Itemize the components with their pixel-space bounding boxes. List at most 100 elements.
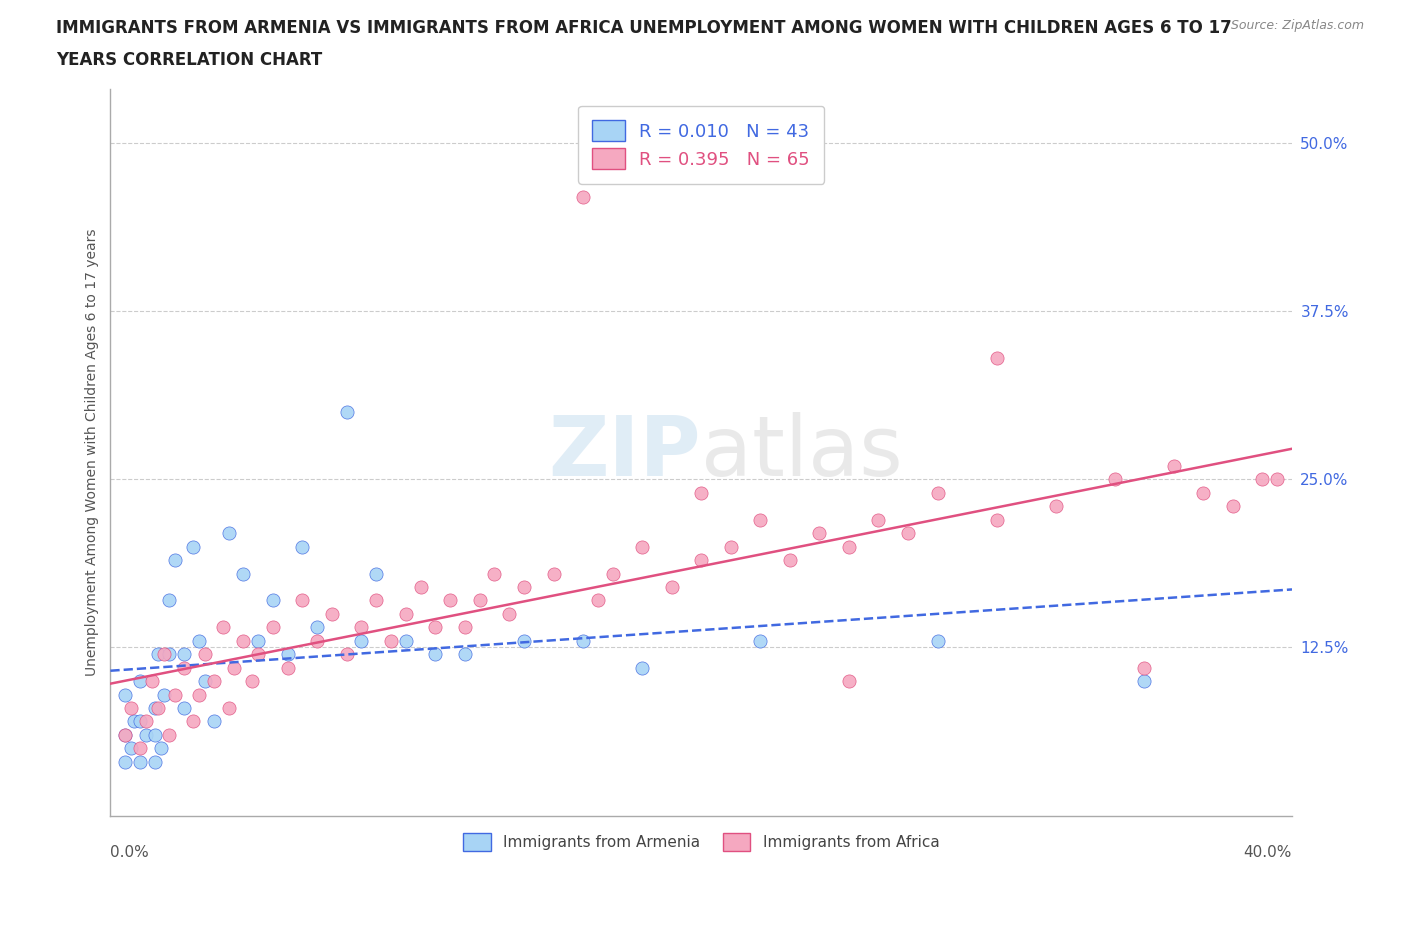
Point (247, 646, 270, 661)
Point (143, 700, 166, 715)
Point (572, 633, 595, 648)
Point (690, 552, 713, 567)
Point (631, 660, 654, 675)
Point (218, 700, 240, 715)
Point (690, 485, 713, 500)
Point (122, 714, 145, 729)
Point (336, 405, 359, 419)
Point (188, 687, 211, 702)
Text: ZIP: ZIP (548, 412, 702, 493)
Point (986, 512, 1008, 527)
Point (927, 633, 949, 648)
Point (350, 633, 373, 648)
Point (129, 673, 152, 688)
Point (152, 687, 174, 702)
Point (513, 579, 536, 594)
Point (380, 633, 402, 648)
Point (350, 620, 373, 635)
Point (232, 566, 254, 581)
Text: 0.0%: 0.0% (111, 844, 149, 859)
Point (202, 714, 225, 729)
Point (120, 741, 142, 756)
Point (631, 539, 654, 554)
Point (129, 714, 152, 729)
Point (218, 525, 240, 540)
Point (120, 700, 142, 715)
Point (232, 633, 254, 648)
Point (146, 700, 169, 715)
Y-axis label: Unemployment Among Women with Children Ages 6 to 17 years: Unemployment Among Women with Children A… (86, 229, 100, 676)
Point (986, 351, 1008, 365)
Point (366, 593, 388, 608)
Point (149, 741, 172, 756)
Point (291, 539, 314, 554)
Point (188, 633, 211, 648)
Point (114, 727, 136, 742)
Point (484, 566, 506, 581)
Point (277, 660, 299, 675)
Point (159, 727, 181, 742)
Point (194, 673, 217, 688)
Point (425, 620, 447, 635)
Point (1104, 472, 1126, 486)
Point (513, 633, 536, 648)
Point (454, 620, 477, 635)
Point (240, 673, 263, 688)
Point (173, 646, 195, 661)
Point (224, 660, 246, 675)
Point (868, 512, 890, 527)
Point (661, 579, 683, 594)
Point (1265, 472, 1288, 486)
Point (454, 646, 477, 661)
Point (572, 190, 595, 205)
Point (395, 633, 418, 648)
Text: Source: ZipAtlas.com: Source: ZipAtlas.com (1230, 19, 1364, 32)
Point (165, 687, 187, 702)
Point (586, 593, 609, 608)
Point (439, 593, 461, 608)
Point (1163, 458, 1185, 473)
Point (307, 633, 329, 648)
Point (129, 754, 152, 769)
Point (143, 754, 166, 769)
Point (1045, 498, 1067, 513)
Point (366, 566, 388, 581)
Point (114, 687, 136, 702)
Point (114, 754, 136, 769)
Point (247, 633, 270, 648)
Point (749, 633, 772, 648)
Point (1251, 472, 1274, 486)
Point (141, 673, 163, 688)
Text: YEARS CORRELATION CHART: YEARS CORRELATION CHART (56, 51, 322, 69)
Point (159, 593, 181, 608)
Point (129, 741, 152, 756)
Point (720, 539, 742, 554)
Point (143, 727, 166, 742)
Text: IMMIGRANTS FROM ARMENIA VS IMMIGRANTS FROM AFRICA UNEMPLOYMENT AMONG WOMEN WITH : IMMIGRANTS FROM ARMENIA VS IMMIGRANTS FR… (56, 19, 1232, 36)
Point (159, 646, 181, 661)
Point (602, 566, 624, 581)
Point (202, 673, 225, 688)
Point (749, 512, 772, 527)
Point (181, 539, 204, 554)
Point (1222, 498, 1244, 513)
Point (336, 646, 359, 661)
Point (808, 525, 831, 540)
Point (114, 727, 136, 742)
Point (897, 525, 920, 540)
Point (135, 714, 157, 729)
Point (838, 539, 860, 554)
Point (409, 579, 432, 594)
Point (498, 606, 520, 621)
Point (181, 714, 204, 729)
Text: 40.0%: 40.0% (1244, 844, 1292, 859)
Point (262, 620, 284, 635)
Point (194, 646, 217, 661)
Point (173, 700, 195, 715)
Legend: Immigrants from Armenia, Immigrants from Africa: Immigrants from Armenia, Immigrants from… (456, 826, 948, 858)
Point (165, 552, 187, 567)
Point (838, 673, 860, 688)
Point (173, 660, 195, 675)
Point (395, 606, 418, 621)
Point (927, 485, 949, 500)
